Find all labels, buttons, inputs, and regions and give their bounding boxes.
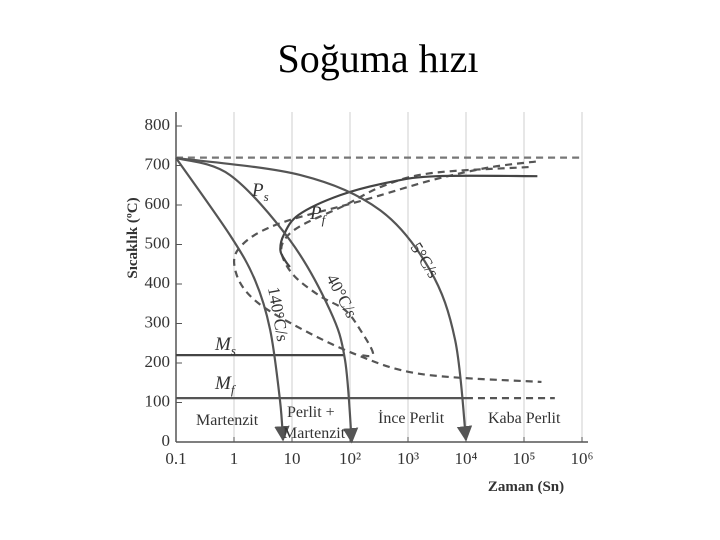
- y-tick-label: 700: [145, 154, 171, 173]
- curve: [280, 165, 529, 358]
- y-tick-label: 600: [145, 194, 171, 213]
- y-axis-label: Sıcaklık (ºC): [125, 197, 141, 278]
- annotation: 40°C/s: [322, 271, 361, 321]
- curve: [175, 156, 359, 444]
- annotation: İnce Perlit: [378, 409, 445, 427]
- chart-title: Soğuma hızı: [277, 36, 478, 81]
- grid: 0.1 1 10 10² 10³ 10⁴ 10⁵ 10⁶ 0 100 200 300 400 500 600…: [145, 112, 594, 468]
- annotation: Mf: [214, 373, 237, 397]
- x-tick-label: 10⁴: [455, 449, 478, 468]
- annotation: Ps: [251, 180, 269, 204]
- y-tick-label: 800: [145, 115, 171, 134]
- curves: [175, 156, 582, 444]
- annotation: 5°C/s: [407, 239, 443, 281]
- curve: [279, 174, 538, 268]
- annotation: Martenzit: [196, 412, 259, 429]
- x-axis-label: Zaman (Sn): [488, 479, 564, 495]
- curve: [232, 160, 542, 384]
- curve: [175, 156, 473, 442]
- x-tick-label: 10²: [339, 449, 361, 468]
- curve: [175, 157, 290, 442]
- y-tick-label: 100: [145, 391, 171, 410]
- y-tick-label: 200: [145, 352, 171, 371]
- x-tick-label: 0.1: [165, 449, 186, 468]
- x-tick-label: 10³: [397, 449, 419, 468]
- annotation: Kaba Perlit: [488, 410, 561, 427]
- y-tick-label: 300: [145, 312, 171, 331]
- x-tick-label: 10: [284, 449, 301, 468]
- annotation: Perlit +: [287, 404, 335, 421]
- annotation: Ms: [214, 334, 236, 358]
- x-tick-label: 10⁶: [571, 449, 594, 468]
- annotation: Pf: [309, 203, 328, 227]
- x-tick-label: 1: [230, 449, 239, 468]
- annotation: Martenzit: [283, 425, 346, 442]
- annotations: Ps Pf 5°C/s 40°C/s 140°C/s Ms Mf Martenz…: [196, 180, 561, 442]
- annotation: 140°C/s: [264, 285, 292, 342]
- y-tick-label: 0: [162, 431, 171, 450]
- x-tick-label: 10⁵: [513, 449, 536, 468]
- y-tick-label: 500: [145, 233, 171, 252]
- y-tick-label: 400: [145, 273, 171, 292]
